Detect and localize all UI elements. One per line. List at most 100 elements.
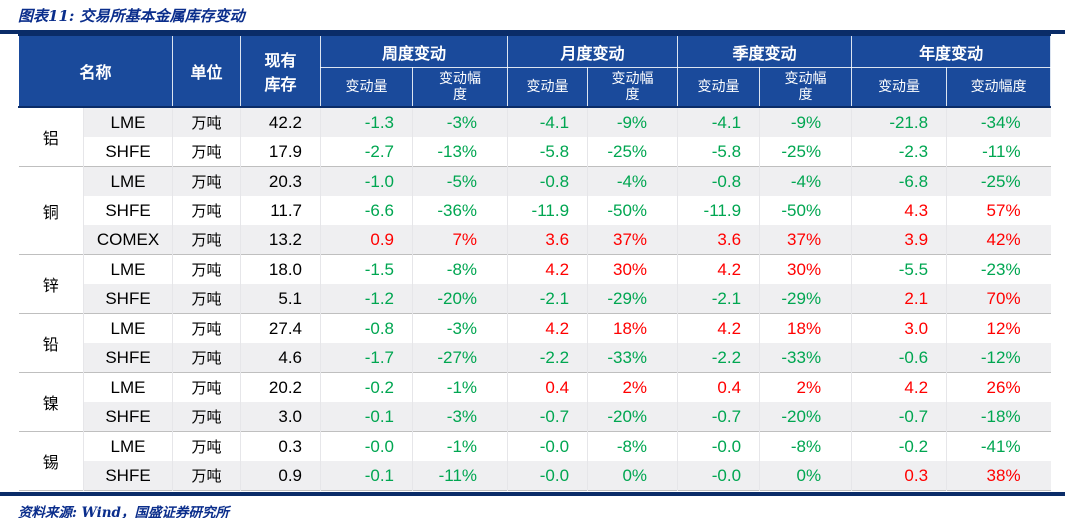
table-row: 锌 LME 万吨 18.0 -1.5 -8% 4.2 30% 4.2 30% -5.5 -23% <box>18 254 1051 314</box>
col-header-quarterly: 季度变动 <box>677 34 853 68</box>
monthly-rate-cell: 37% <box>587 225 679 255</box>
quarterly-rate-cell: -4% <box>759 166 853 196</box>
unit-cell: 万吨 <box>172 402 242 432</box>
col-header-yearly-rate: 变动幅度 <box>946 67 1052 108</box>
header-group-row: 名称 单位 现有 库存 周度变动 月度变动 季度变动 年度变动 <box>17 34 1052 108</box>
yearly-amount-cell: -0.7 <box>851 402 948 432</box>
monthly-amount-cell: -11.9 <box>507 196 589 225</box>
weekly-amount-cell: -0.8 <box>320 313 414 343</box>
inventory-cell: 18.0 <box>240 254 322 284</box>
metal-name-cell: 锌 <box>18 254 84 314</box>
yearly-amount-cell: -21.8 <box>851 107 948 137</box>
weekly-rate-cell: -3% <box>412 402 509 432</box>
weekly-rate-cell: -8% <box>412 254 509 284</box>
exchange-cell: SHFE <box>83 284 174 314</box>
inventory-cell: 5.1 <box>240 284 322 314</box>
inventory-cell: 27.4 <box>240 313 322 343</box>
col-header-yearly: 年度变动 <box>851 34 1052 68</box>
unit-cell: 万吨 <box>172 107 242 137</box>
table-row: 铅 LME 万吨 27.4 -0.8 -3% 4.2 18% 4.2 18% 3.0 12% <box>18 313 1051 373</box>
table-row: 锡 LME 万吨 0.3 -0.0 -1% -0.0 -8% -0.0 -8% -0.2 -41% <box>18 431 1051 491</box>
quarterly-amount-cell: -2.2 <box>677 343 761 373</box>
yearly-rate-cell: -11% <box>946 137 1051 167</box>
inventory-cell: 13.2 <box>240 225 322 255</box>
weekly-amount-cell: -1.5 <box>320 254 414 284</box>
weekly-rate-cell: -3% <box>412 313 509 343</box>
yearly-amount-cell: 3.9 <box>851 225 948 255</box>
quarterly-amount-cell: 4.2 <box>677 254 761 284</box>
quarterly-amount-cell: -0.0 <box>677 431 761 461</box>
header-sub-row: 变动量 变动幅 度 变动量 变动幅 度 变动量 变动幅 度 变动量 变动幅度 <box>19 67 1052 108</box>
table-row: 镍 LME 万吨 20.2 -0.2 -1% 0.4 2% 0.4 2% 4.2 26% <box>18 372 1051 432</box>
weekly-amount-cell: -1.2 <box>320 284 414 314</box>
quarterly-rate-cell: 30% <box>759 254 853 284</box>
exchange-cell: LME <box>83 372 174 402</box>
col-header-weekly: 周度变动 <box>320 34 509 68</box>
table-row: SHFE 万吨 0.9 -0.1 -11% -0.0 0% -0.0 0% 0.3 38% <box>19 461 1051 491</box>
quarterly-amount-cell: -5.8 <box>677 137 761 167</box>
table-row: SHFE 万吨 3.0 -0.1 -3% -0.7 -20% -0.7 -20% -0.7 -18% <box>19 402 1051 432</box>
yearly-amount-cell: -6.8 <box>851 166 948 196</box>
yearly-rate-cell: 42% <box>946 225 1051 255</box>
quarterly-rate-cell: 18% <box>759 313 853 343</box>
yearly-rate-cell: -41% <box>946 431 1051 461</box>
table-row: SHFE 万吨 4.6 -1.7 -27% -2.2 -33% -2.2 -33% -0.6 -12… <box>19 343 1051 373</box>
exchange-cell: COMEX <box>83 225 174 255</box>
metal-group: 铅 LME 万吨 27.4 -0.8 -3% 4.2 18% 4.2 18% 3.0 12% SHFE 万… <box>18 313 1051 373</box>
monthly-amount-cell: -0.0 <box>507 431 589 461</box>
monthly-amount-cell: -0.8 <box>507 166 589 196</box>
unit-cell: 万吨 <box>172 137 242 167</box>
metal-group: 锡 LME 万吨 0.3 -0.0 -1% -0.0 -8% -0.0 -8% -0.2 -41% SH… <box>18 431 1051 491</box>
col-header-inventory: 现有 库存 <box>240 34 322 108</box>
quarterly-rate-cell: -9% <box>759 107 853 137</box>
quarterly-amount-cell: 4.2 <box>677 313 761 343</box>
weekly-amount-cell: -1.7 <box>320 343 414 373</box>
quarterly-rate-cell: 37% <box>759 225 853 255</box>
table-row: SHFE 万吨 17.9 -2.7 -13% -5.8 -25% -5.8 -25% -2.3 -1… <box>19 137 1051 167</box>
monthly-amount-cell: -5.8 <box>507 137 589 167</box>
yearly-rate-cell: -12% <box>946 343 1051 373</box>
unit-cell: 万吨 <box>172 166 242 196</box>
bottom-rule <box>0 492 1065 496</box>
table-row: 铜 LME 万吨 20.3 -1.0 -5% -0.8 -4% -0.8 -4% -6.8 -25% <box>18 166 1051 255</box>
yearly-rate-cell: -18% <box>946 402 1051 432</box>
quarterly-amount-cell: -4.1 <box>677 107 761 137</box>
weekly-rate-cell: -13% <box>412 137 509 167</box>
monthly-rate-cell: -33% <box>587 343 679 373</box>
weekly-amount-cell: -0.2 <box>320 372 414 402</box>
unit-cell: 万吨 <box>172 313 242 343</box>
table-row: SHFE 万吨 5.1 -1.2 -20% -2.1 -29% -2.1 -29% 2.1 70% <box>19 284 1051 314</box>
inventory-cell: 17.9 <box>240 137 322 167</box>
table-row: SHFE 万吨 11.7 -6.6 -36% -11.9 -50% -11.9 -50% 4.3 5… <box>19 196 1051 225</box>
metal-name-cell: 铅 <box>18 313 84 373</box>
unit-cell: 万吨 <box>172 284 242 314</box>
weekly-rate-cell: -11% <box>412 461 509 491</box>
exchange-cell: LME <box>83 313 174 343</box>
yearly-rate-cell: -25% <box>946 166 1051 196</box>
weekly-rate-cell: -36% <box>412 196 509 225</box>
exchange-cell: LME <box>83 431 174 461</box>
metal-group: 铜 LME 万吨 20.3 -1.0 -5% -0.8 -4% -0.8 -4% -6.8 -25% S… <box>18 166 1051 255</box>
unit-cell: 万吨 <box>172 461 242 491</box>
inventory-cell: 11.7 <box>240 196 322 225</box>
table-header: 名称 单位 现有 库存 周度变动 月度变动 季度变动 年度变动 变动量 变动幅 … <box>17 34 1052 108</box>
yearly-amount-cell: 4.3 <box>851 196 948 225</box>
exchange-cell: LME <box>83 254 174 284</box>
metal-name-cell: 锡 <box>18 431 84 491</box>
weekly-amount-cell: -1.0 <box>320 166 414 196</box>
inventory-cell: 42.2 <box>240 107 322 137</box>
quarterly-amount-cell: -0.7 <box>677 402 761 432</box>
weekly-amount-cell: -0.0 <box>320 431 414 461</box>
monthly-rate-cell: 30% <box>587 254 679 284</box>
col-header-monthly: 月度变动 <box>507 34 679 68</box>
monthly-amount-cell: 0.4 <box>507 372 589 402</box>
yearly-amount-cell: -0.6 <box>851 343 948 373</box>
monthly-amount-cell: -4.1 <box>507 107 589 137</box>
monthly-amount-cell: 4.2 <box>507 313 589 343</box>
unit-cell: 万吨 <box>172 196 242 225</box>
yearly-amount-cell: 2.1 <box>851 284 948 314</box>
monthly-amount-cell: -0.0 <box>507 461 589 491</box>
weekly-rate-cell: -3% <box>412 107 509 137</box>
quarterly-rate-cell: -8% <box>759 431 853 461</box>
